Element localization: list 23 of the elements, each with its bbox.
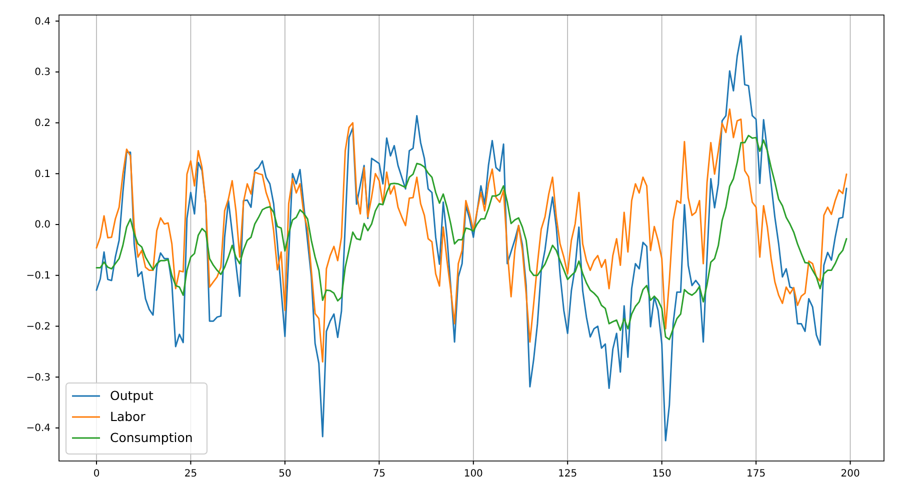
y-tick-label: 0.0 [34,220,50,231]
x-tick-label: 175 [746,468,766,480]
x-tick-label: 100 [464,468,483,480]
x-tick-label: 200 [840,468,860,480]
y-tick-label: −0.1 [26,270,50,282]
line-series [96,108,848,363]
y-tick-label: −0.4 [26,423,50,434]
x-tick-label: 150 [652,468,672,480]
x-tick-label: 0 [93,468,100,480]
x-tick-label: 50 [278,468,292,480]
y-tick-label: 0.3 [34,67,50,78]
y-tick-label: 0.1 [34,168,50,180]
y-tick-label: −0.3 [26,372,50,384]
x-tick-label: 25 [184,468,198,480]
y-tick-label: 0.4 [34,16,50,28]
legend-label: Output [110,388,154,403]
y-tick-label: −0.2 [26,321,50,332]
legend-label: Consumption [110,430,193,445]
legend-label: Labor [110,409,146,424]
x-tick-label: 125 [558,468,578,480]
x-tick-label: 75 [372,468,386,480]
line-series [96,134,848,340]
y-tick-label: 0.2 [34,118,50,130]
